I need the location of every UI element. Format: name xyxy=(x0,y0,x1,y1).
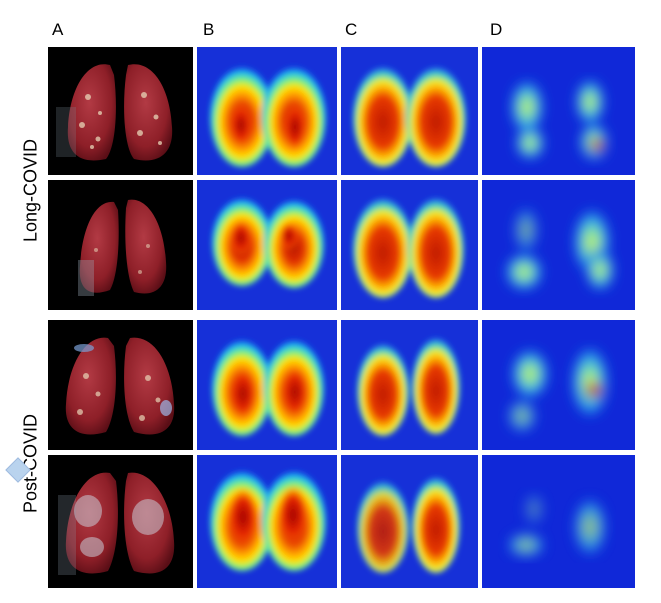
panel-b-row4-heatmap xyxy=(197,455,337,588)
column-label-d: D xyxy=(490,20,503,39)
panel-b-row1-heatmap xyxy=(197,47,337,175)
panel-a-row4-lung-render xyxy=(48,455,193,588)
panel-d-row1-heatmap xyxy=(482,47,635,175)
panel-d-row3-heatmap xyxy=(482,320,635,450)
column-label-a: A xyxy=(52,20,64,39)
row-label-long-covid: Long-COVID xyxy=(20,138,41,243)
column-label-c: C xyxy=(345,20,358,39)
panel-a-row3-lung-render xyxy=(48,320,193,450)
column-label-b: B xyxy=(203,20,215,39)
panel-c-row2-heatmap xyxy=(341,180,478,310)
panel-c-row3-heatmap xyxy=(341,320,478,450)
panel-c-row1-heatmap xyxy=(341,47,478,175)
panel-a-row2-lung-render xyxy=(48,180,193,310)
panel-d-row2-heatmap xyxy=(482,180,635,310)
panel-b-row3-heatmap xyxy=(197,320,337,450)
panel-b-row2-heatmap xyxy=(197,180,337,310)
panel-d-row4-heatmap xyxy=(482,455,635,588)
panel-c-row4-heatmap xyxy=(341,455,478,588)
panel-a-row1-lung-render xyxy=(48,47,193,175)
